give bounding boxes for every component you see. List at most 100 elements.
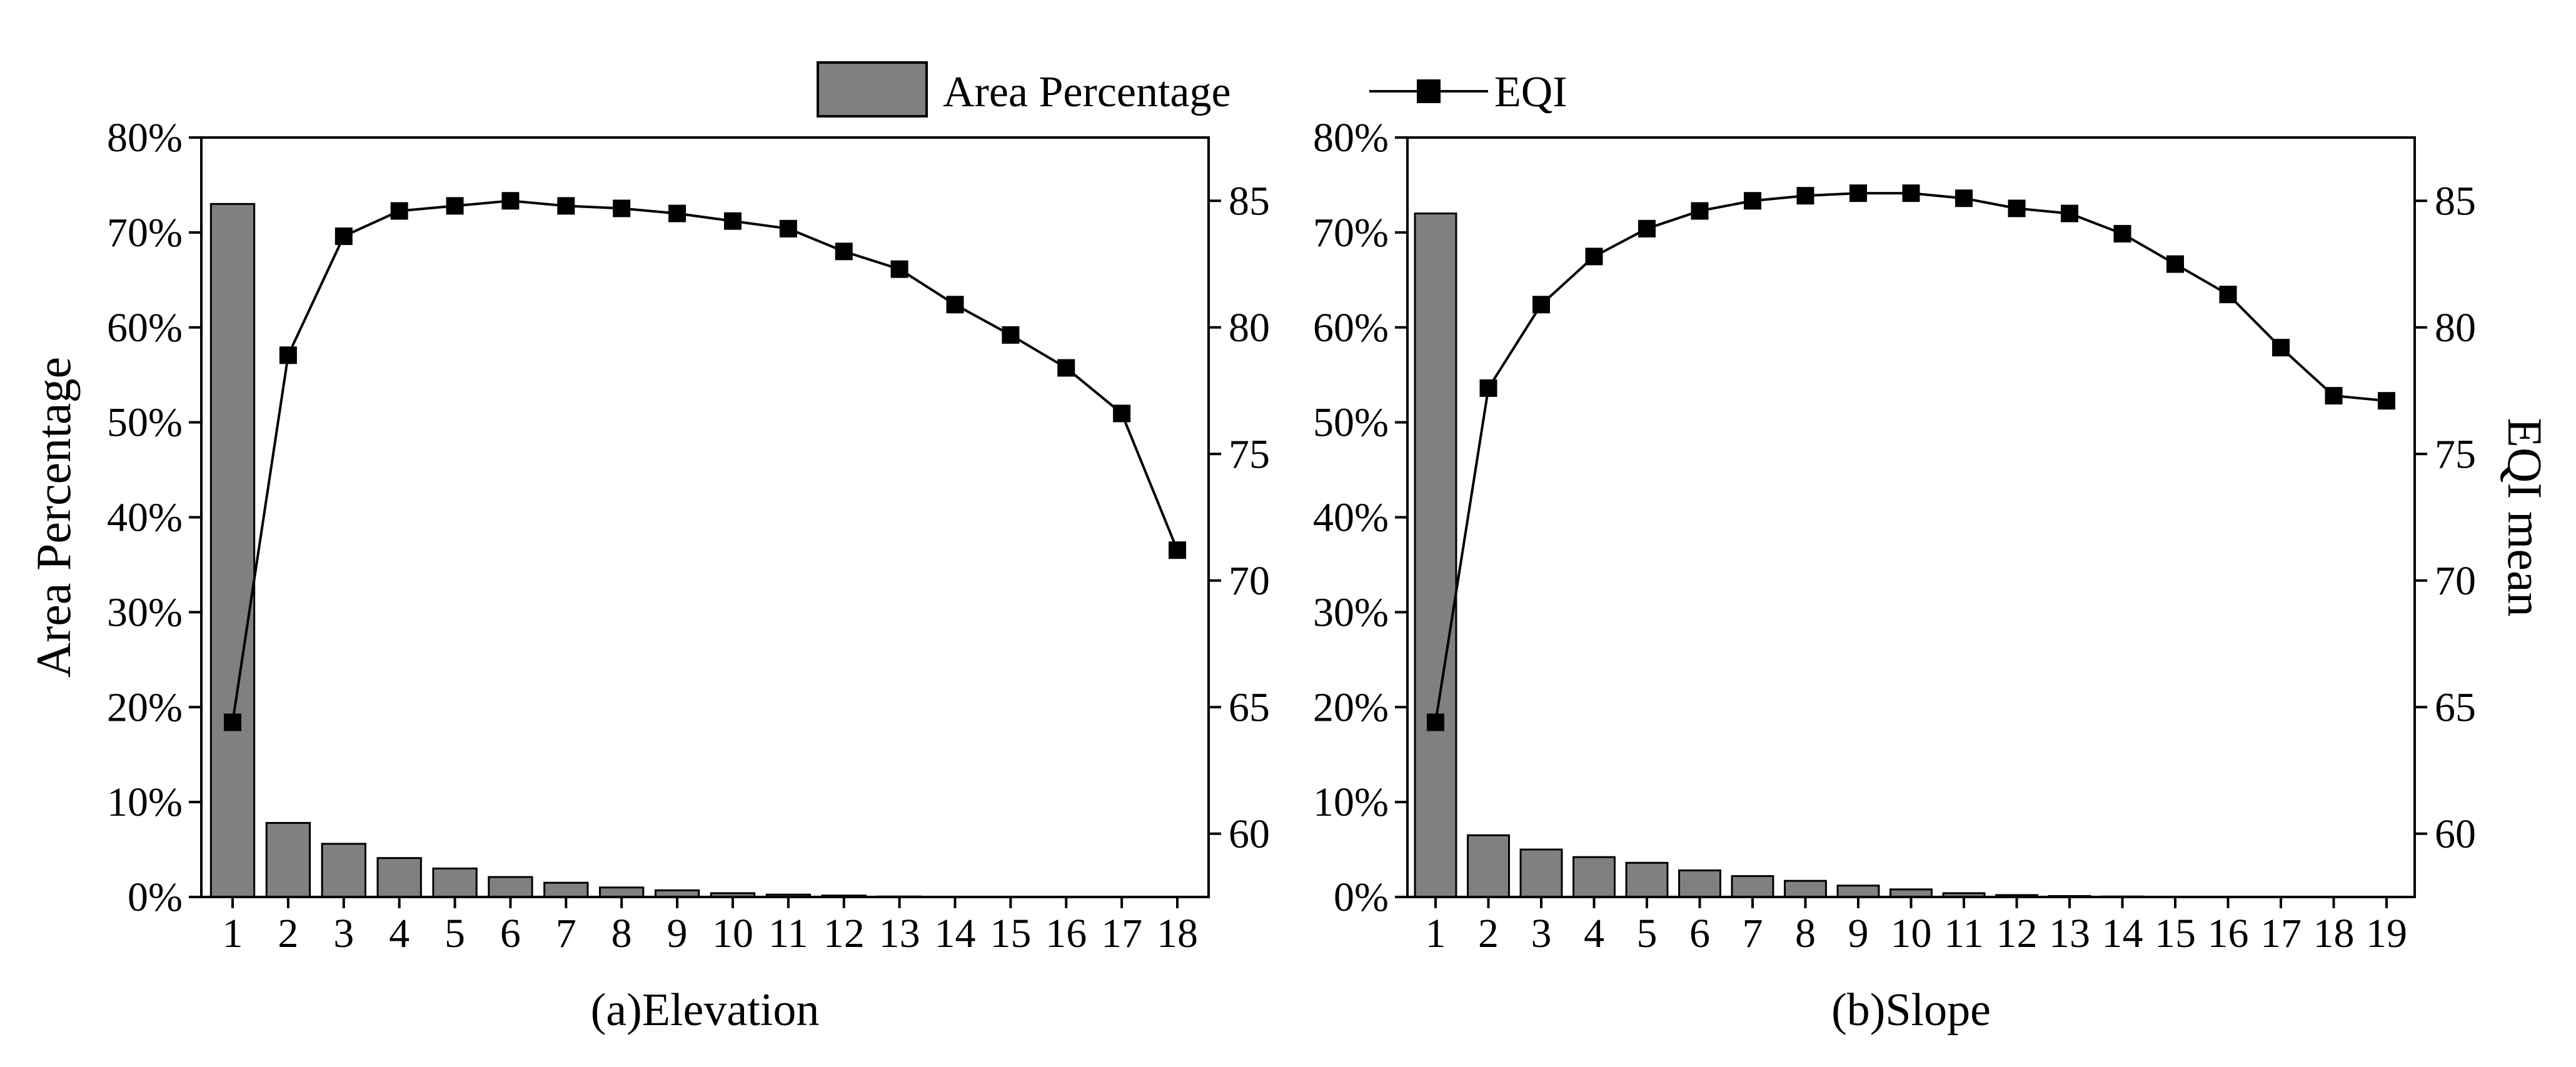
x-tick-label: 10 xyxy=(1891,911,1932,956)
right-tick-label: 80 xyxy=(2435,305,2476,351)
x-tick-label: 8 xyxy=(611,911,632,956)
right-tick-label: 75 xyxy=(2435,431,2476,477)
bar-5 xyxy=(1626,863,1668,897)
eqi-marker-4 xyxy=(1586,248,1603,265)
eqi-marker-18 xyxy=(2325,387,2343,404)
left-tick-label: 0% xyxy=(128,874,183,920)
x-tick-label: 4 xyxy=(389,911,410,956)
x-tick-label: 11 xyxy=(768,911,808,956)
left-tick-label: 60% xyxy=(1313,305,1389,351)
x-tick-label: 11 xyxy=(1944,911,1984,956)
eqi-marker-17 xyxy=(2272,339,2290,356)
x-tick-label: 10 xyxy=(712,911,753,956)
x-tick-label: 17 xyxy=(1101,911,1142,956)
eqi-marker-19 xyxy=(2378,392,2395,409)
x-tick-label: 16 xyxy=(1045,911,1087,956)
x-tick-label: 14 xyxy=(934,911,975,956)
bar-9 xyxy=(1838,886,1879,897)
eqi-marker-7 xyxy=(1744,192,1761,209)
left-tick-label: 80% xyxy=(107,115,183,161)
x-tick-label: 18 xyxy=(2313,911,2355,956)
left-tick-label: 30% xyxy=(107,589,183,635)
plot-frame xyxy=(1407,138,2415,897)
eqi-marker-2 xyxy=(1480,379,1497,397)
left-tick-label: 40% xyxy=(107,495,183,541)
eqi-marker-6 xyxy=(1691,202,1709,219)
eqi-marker-16 xyxy=(2220,286,2237,303)
x-tick-label: 9 xyxy=(667,911,688,956)
x-tick-label: 3 xyxy=(1531,911,1552,956)
eqi-marker-10 xyxy=(724,213,742,230)
eqi-marker-14 xyxy=(2114,225,2131,243)
left-tick-label: 10% xyxy=(107,779,183,825)
eqi-line xyxy=(1436,193,2387,722)
x-tick-label: 19 xyxy=(2366,911,2407,956)
bar-6 xyxy=(489,877,532,897)
x-tick-label: 4 xyxy=(1584,911,1604,956)
left-tick-label: 30% xyxy=(1313,589,1389,635)
x-tick-label: 13 xyxy=(2049,911,2090,956)
eqi-marker-3 xyxy=(1532,296,1550,313)
eqi-marker-18 xyxy=(1169,541,1186,559)
legend-bar-label: Area Percentage xyxy=(943,68,1231,116)
bar-7 xyxy=(545,883,588,897)
left-tick-label: 10% xyxy=(1313,779,1389,825)
legend-line-marker xyxy=(1417,79,1441,103)
eqi-marker-9 xyxy=(668,205,686,223)
eqi-marker-1 xyxy=(224,714,241,731)
x-tick-label: 12 xyxy=(1996,911,2038,956)
eqi-marker-5 xyxy=(1638,220,1656,238)
bar-7 xyxy=(1732,876,1773,897)
eqi-marker-16 xyxy=(1057,359,1075,377)
right-tick-label: 70 xyxy=(2435,558,2476,604)
legend: Area Percentage EQI xyxy=(818,63,1567,116)
right-tick-label: 75 xyxy=(1229,431,1270,477)
x-tick-label: 1 xyxy=(223,911,243,956)
x-tick-label: 2 xyxy=(278,911,298,956)
bar-2 xyxy=(266,823,309,897)
eqi-marker-4 xyxy=(391,202,408,219)
eqi-marker-11 xyxy=(780,220,797,238)
right-tick-label: 60 xyxy=(2435,811,2476,857)
left-tick-label: 50% xyxy=(107,400,183,446)
left-tick-label: 0% xyxy=(1334,874,1389,920)
x-tick-label: 7 xyxy=(556,911,576,956)
x-tick-label: 9 xyxy=(1848,911,1869,956)
legend-bar-swatch xyxy=(818,63,927,116)
eqi-marker-8 xyxy=(1797,187,1814,204)
right-tick-label: 85 xyxy=(1229,178,1270,224)
eqi-marker-15 xyxy=(2166,256,2184,273)
left-tick-label: 20% xyxy=(107,684,183,730)
bar-6 xyxy=(1679,870,1721,897)
x-tick-label: 5 xyxy=(445,911,465,956)
eqi-marker-13 xyxy=(2061,205,2078,223)
right-tick-label: 85 xyxy=(2435,178,2476,224)
left-tick-label: 40% xyxy=(1313,495,1389,541)
right-tick-label: 60 xyxy=(1229,811,1270,857)
bar-3 xyxy=(1521,849,1562,897)
x-tick-label: 8 xyxy=(1795,911,1816,956)
x-tick-label: 1 xyxy=(1426,911,1446,956)
eqi-marker-2 xyxy=(279,346,297,364)
eqi-marker-12 xyxy=(2008,199,2026,217)
left-tick-label: 70% xyxy=(107,210,183,256)
bar-1 xyxy=(211,204,254,897)
bar-8 xyxy=(1785,881,1826,897)
eqi-marker-12 xyxy=(835,243,853,260)
right-tick-label: 65 xyxy=(2435,684,2476,730)
panel-label: (a)Elevation xyxy=(591,984,820,1036)
x-tick-label: 6 xyxy=(1689,911,1710,956)
plot-frame xyxy=(201,138,1209,897)
right-tick-label: 70 xyxy=(1229,558,1270,604)
left-tick-label: 20% xyxy=(1313,684,1389,730)
x-tick-label: 16 xyxy=(2208,911,2249,956)
eqi-marker-14 xyxy=(946,296,963,313)
x-tick-label: 7 xyxy=(1743,911,1763,956)
left-tick-label: 80% xyxy=(1313,115,1389,161)
left-axis-title: Area Percentage xyxy=(26,357,81,678)
legend-line-label: EQI xyxy=(1494,68,1567,116)
eqi-marker-11 xyxy=(1955,189,1973,207)
